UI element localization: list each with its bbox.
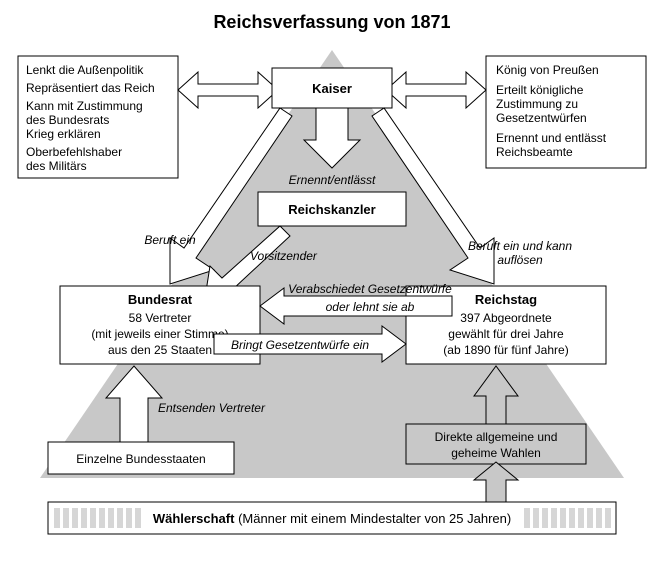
svg-text:Gesetzentwürfen: Gesetzentwürfen [496, 111, 587, 125]
svg-text:Krieg erklären: Krieg erklären [26, 127, 101, 141]
svg-text:Reichsbeamte: Reichsbeamte [496, 145, 573, 159]
svg-text:Zustimmung zu: Zustimmung zu [496, 97, 578, 111]
svg-text:Ernennt und entlässt: Ernennt und entlässt [496, 131, 607, 145]
svg-text:geheime Wahlen: geheime Wahlen [451, 446, 541, 460]
svg-text:Kann mit Zustimmung: Kann mit Zustimmung [26, 99, 143, 113]
svg-text:Bringt Gesetzentwürfe ein: Bringt Gesetzentwürfe ein [231, 338, 369, 352]
label-ernennt: Ernennt/entlässt [289, 173, 376, 187]
svg-text:(ab 1890 für fünf Jahre): (ab 1890 für fünf Jahre) [443, 343, 568, 357]
svg-text:des Militärs: des Militärs [26, 159, 87, 173]
svg-text:Repräsentiert das Reich: Repräsentiert das Reich [26, 81, 155, 95]
label-vorsitzender: Vorsitzender [250, 249, 318, 263]
svg-text:Lenkt die Außenpolitik: Lenkt die Außenpolitik [26, 63, 144, 77]
waehlerschaft-box: Wählerschaft (Männer mit einem Mindestal… [48, 502, 616, 534]
svg-text:aus den 25 Staaten: aus den 25 Staaten [108, 343, 212, 357]
bundesstaaten-box: Einzelne Bundesstaaten [48, 442, 234, 474]
svg-text:gewählt für drei Jahre: gewählt für drei Jahre [448, 327, 564, 341]
svg-text:397 Abgeordnete: 397 Abgeordnete [460, 311, 552, 325]
wahlen-box: Direkte allgemeine und geheime Wahlen [406, 424, 586, 464]
constitution-diagram: Reichsverfassung von 1871 Lenkt die Auße… [0, 0, 664, 563]
label-beruft-aufl-2: auflösen [497, 253, 543, 267]
svg-text:Einzelne Bundesstaaten: Einzelne Bundesstaaten [76, 452, 205, 466]
svg-text:Kaiser: Kaiser [312, 81, 352, 96]
waehlerschaft-label: Wählerschaft (Männer mit einem Mindestal… [153, 511, 511, 526]
svg-text:Bundesrat: Bundesrat [128, 292, 193, 307]
svg-text:Reichskanzler: Reichskanzler [288, 202, 375, 217]
svg-text:oder lehnt sie ab: oder lehnt sie ab [326, 300, 415, 314]
svg-text:Verabschiedet Gesetzentwürfe: Verabschiedet Gesetzentwürfe [288, 282, 452, 296]
svg-text:Oberbefehlshaber: Oberbefehlshaber [26, 145, 122, 159]
svg-text:König von Preußen: König von Preußen [496, 63, 599, 77]
svg-text:(mit jeweils einer Stimme): (mit jeweils einer Stimme) [91, 327, 228, 341]
svg-text:Erteilt königliche: Erteilt königliche [496, 83, 584, 97]
reichskanzler-box: Reichskanzler [258, 192, 406, 226]
svg-text:58 Vertreter: 58 Vertreter [129, 311, 192, 325]
label-beruft-aufl-1: Beruft ein und kann [468, 239, 572, 253]
diagram-title: Reichsverfassung von 1871 [213, 12, 450, 32]
kaiser-right-info: König von Preußen Erteilt königliche Zus… [486, 56, 646, 168]
arrow-kaiser-rightinfo [386, 72, 486, 108]
arrow-kaiser-leftinfo [178, 72, 278, 108]
label-entsenden: Entsenden Vertreter [158, 401, 266, 415]
svg-text:des Bundesrats: des Bundesrats [26, 113, 109, 127]
svg-text:Direkte allgemeine und: Direkte allgemeine und [435, 430, 558, 444]
svg-text:Reichstag: Reichstag [475, 292, 537, 307]
label-beruft: Beruft ein [144, 233, 196, 247]
kaiser-left-info: Lenkt die Außenpolitik Repräsentiert das… [18, 56, 178, 178]
kaiser-box: Kaiser [272, 68, 392, 108]
